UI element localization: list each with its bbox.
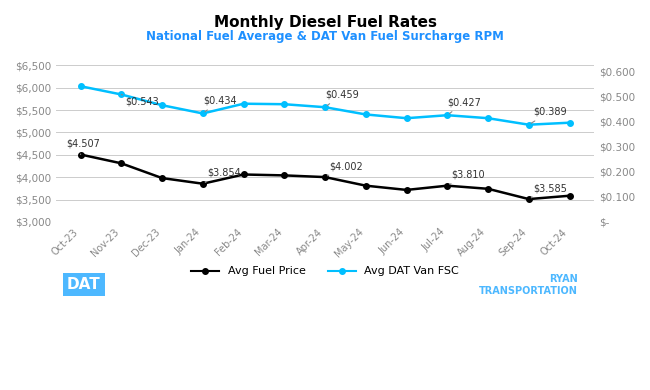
- Text: $3.810: $3.810: [450, 170, 485, 184]
- Text: $4.507: $4.507: [66, 138, 99, 154]
- Legend: Avg Fuel Price, Avg DAT Van FSC: Avg Fuel Price, Avg DAT Van FSC: [187, 262, 463, 281]
- Text: RYAN
TRANSPORTATION: RYAN TRANSPORTATION: [479, 274, 578, 296]
- Text: $0.434: $0.434: [203, 96, 237, 112]
- Text: $3.585: $3.585: [531, 183, 567, 198]
- Text: $0.543: $0.543: [122, 94, 159, 106]
- Title: Monthly Diesel Fuel Rates: Monthly Diesel Fuel Rates: [214, 15, 437, 30]
- Text: National Fuel Average & DAT Van Fuel Surcharge RPM: National Fuel Average & DAT Van Fuel Sur…: [146, 30, 504, 43]
- Text: $0.427: $0.427: [447, 97, 481, 113]
- Text: DAT: DAT: [67, 277, 101, 292]
- Text: $0.389: $0.389: [531, 107, 567, 123]
- Text: $4.002: $4.002: [328, 161, 363, 176]
- Text: $0.459: $0.459: [325, 89, 359, 106]
- Text: $3.854: $3.854: [205, 168, 240, 183]
